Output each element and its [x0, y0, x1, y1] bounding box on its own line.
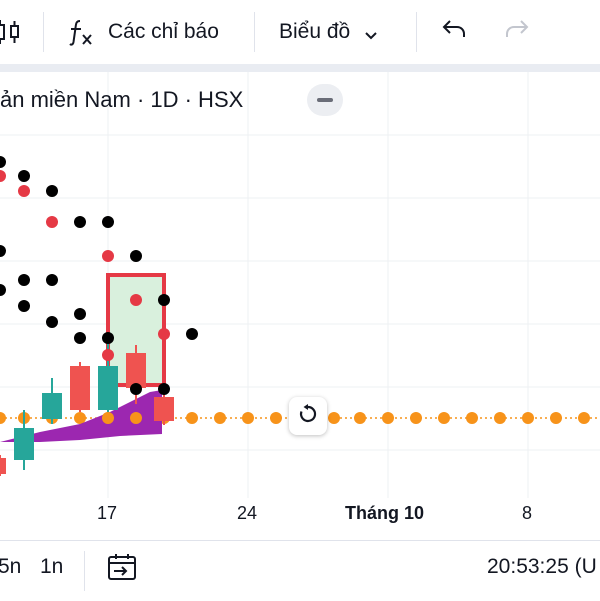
red-dots	[0, 170, 170, 361]
indicators-button[interactable]: Các chỉ báo	[66, 14, 219, 50]
cloud-area	[0, 390, 162, 442]
minus-icon	[317, 98, 333, 102]
toolbar-divider	[416, 12, 417, 52]
orange-markers	[102, 412, 142, 424]
undo-icon	[440, 15, 468, 49]
range-1m-button[interactable]: 1n	[40, 555, 64, 578]
toolbar-divider	[254, 12, 255, 52]
function-icon	[66, 17, 96, 47]
chart-canvas	[0, 72, 600, 498]
candles-icon[interactable]	[0, 14, 22, 50]
grid-lines	[0, 72, 600, 498]
rotate-icon	[297, 403, 319, 430]
undo-button[interactable]	[440, 14, 468, 50]
chevron-down-icon	[364, 25, 378, 40]
calendar-icon	[106, 554, 138, 588]
x-axis-label: Tháng 10	[345, 503, 425, 523]
clock-time[interactable]: 20:53:25 (U	[487, 555, 597, 578]
range-5m-button[interactable]: 5n	[0, 555, 22, 578]
x-axis-label: 24	[237, 503, 258, 523]
redo-button[interactable]	[503, 14, 531, 50]
price-chart[interactable]	[0, 72, 600, 540]
candles	[0, 342, 174, 476]
chart-type-label: Biểu đồ	[279, 20, 351, 43]
toolbar-divider	[84, 551, 85, 591]
toolbar-divider	[43, 12, 44, 52]
symbol-legend[interactable]: ản miền Nam · 1D · HSX	[0, 84, 243, 116]
redo-icon	[503, 15, 531, 49]
go-to-date-button[interactable]	[106, 551, 138, 589]
black-dots	[0, 156, 198, 395]
toolbar-shadow	[0, 64, 600, 72]
x-axis-label: 17	[97, 503, 118, 523]
symbol-title: ản miền Nam · 1D · HSX	[0, 87, 244, 112]
reset-chart-button[interactable]	[289, 397, 327, 435]
bottom-toolbar: 5n 1n 20:53:25 (U	[0, 540, 600, 601]
chart-type-button[interactable]: Biểu đồ	[279, 14, 378, 50]
top-toolbar: Các chỉ báo Biểu đồ	[0, 0, 600, 64]
indicators-label: Các chỉ báo	[108, 20, 219, 43]
x-axis-label: 8	[522, 503, 533, 523]
collapse-legend-button[interactable]	[307, 84, 343, 116]
